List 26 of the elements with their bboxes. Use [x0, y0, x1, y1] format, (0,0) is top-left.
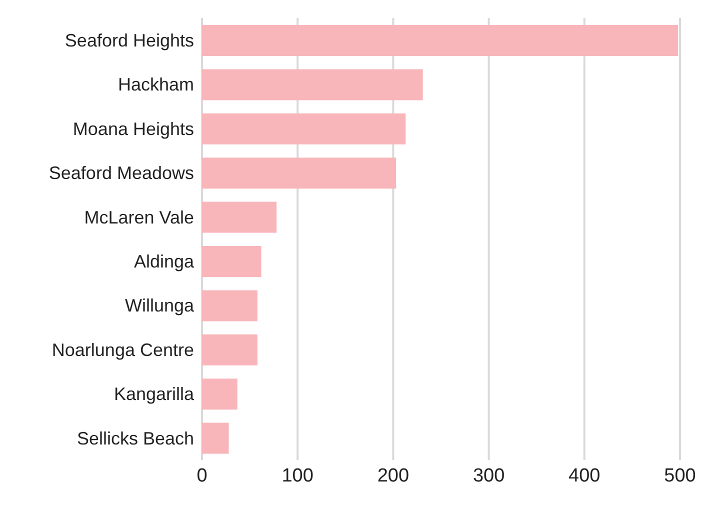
y-tick-label: McLaren Vale — [84, 207, 194, 228]
x-tick-label: 400 — [568, 465, 600, 486]
bar — [202, 202, 277, 233]
bar — [202, 113, 406, 144]
y-tick-label: Aldinga — [134, 251, 195, 272]
bar — [202, 158, 396, 189]
y-tick-label: Willunga — [124, 296, 195, 316]
bar — [202, 290, 258, 322]
bar — [202, 246, 262, 277]
x-tick-label: 200 — [377, 465, 410, 486]
y-tick-label: Sellicks Beach — [76, 428, 194, 448]
bar — [202, 334, 258, 366]
y-tick-label: Noarlunga Centre — [52, 340, 194, 360]
bar — [202, 378, 238, 410]
bar — [202, 422, 229, 454]
x-tick-label: 0 — [196, 465, 208, 486]
x-tick-label: 100 — [282, 465, 314, 486]
y-tick-label: Hackham — [118, 74, 194, 95]
bar — [202, 25, 678, 56]
y-tick-label: Seaford Meadows — [48, 163, 194, 184]
bar — [202, 69, 423, 100]
y-tick-label: Moana Heights — [72, 118, 194, 139]
y-tick-label: Kangarilla — [114, 384, 195, 404]
x-tick-label: 500 — [664, 465, 696, 486]
y-tick-label: Seaford Heights — [64, 30, 194, 50]
x-tick-label: 300 — [472, 465, 505, 486]
